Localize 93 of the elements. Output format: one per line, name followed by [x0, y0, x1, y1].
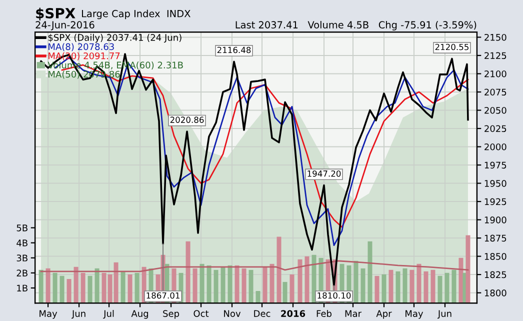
bar — [374, 276, 380, 304]
y-tick-label: 2050 — [484, 106, 506, 114]
y-tick-label: 1900 — [484, 216, 506, 224]
bar — [262, 266, 268, 304]
bar — [80, 272, 86, 304]
bar — [46, 268, 50, 304]
bar — [38, 270, 44, 304]
bar — [228, 265, 232, 304]
y2-tick-label: 2B — [16, 270, 28, 276]
x-tick-label: Sep — [163, 310, 180, 319]
bar — [424, 271, 428, 304]
x-tick-label: Jun — [72, 310, 86, 319]
annotation: 2120.55 — [435, 44, 468, 50]
y2-tick-label: 1B — [17, 284, 28, 292]
bar — [220, 266, 226, 304]
series-label: MA(8) 2078.63 — [48, 43, 114, 52]
bar — [290, 274, 294, 304]
y-tick-label: 1800 — [484, 290, 506, 296]
annotation: 1947.20 — [308, 170, 341, 177]
bar — [88, 276, 92, 304]
x-tick-label: Aug — [131, 310, 148, 319]
bar — [234, 265, 240, 304]
x-tick-label: Mar — [345, 310, 362, 317]
bar — [402, 268, 408, 304]
bar — [52, 272, 58, 304]
y2-tick-label: 3B — [16, 254, 28, 262]
y-tick-label: 1950 — [484, 180, 506, 187]
y-tick-label: 1850 — [484, 253, 506, 260]
bar — [242, 268, 246, 304]
x-tick-label: Feb — [316, 310, 332, 317]
bar — [444, 272, 450, 304]
bar — [214, 270, 218, 304]
x-tick-label: Jun — [437, 310, 452, 319]
y-tick-label: 2150 — [484, 34, 506, 41]
x-tick-label: 2016 — [281, 310, 306, 317]
bar — [128, 274, 132, 304]
text: Last 2037.41 Volume 4.5B Chg -75.91 (-3.59%) — [236, 20, 476, 30]
x-tick-label: Oct — [194, 310, 209, 317]
bar — [60, 276, 64, 304]
bar — [416, 264, 422, 304]
y-tick-label: 1925 — [484, 198, 506, 206]
bar — [410, 270, 414, 304]
chart-title: $SPX — [36, 8, 76, 20]
annotation: 2116.48 — [217, 46, 251, 54]
x-tick-label: Nov — [224, 310, 241, 317]
y2-tick-label: 4B — [16, 240, 28, 246]
y-tick-label: 1875 — [484, 234, 506, 242]
annotation: 1867.01 — [146, 292, 180, 299]
bar — [248, 270, 254, 304]
x-tick-label: Dec — [254, 310, 270, 317]
bar — [94, 268, 100, 304]
bar — [388, 270, 394, 304]
chart-subtitle: Large Cap Index INDX — [82, 10, 190, 20]
bar — [276, 236, 282, 304]
y-tick-label: 2000 — [484, 143, 506, 150]
bar — [354, 260, 358, 304]
bar — [382, 274, 386, 304]
x-tick-label: May — [406, 310, 424, 319]
y-tick-label: 2125 — [484, 52, 506, 60]
y-tick-label: 2075 — [484, 88, 506, 96]
bar — [396, 271, 400, 304]
bar — [206, 265, 212, 304]
bar — [466, 235, 470, 304]
y-tick-label: 2100 — [484, 70, 506, 78]
annotation: 2020.86 — [170, 116, 204, 123]
bar — [256, 290, 260, 304]
bar — [282, 282, 288, 304]
y-tick-label: 2025 — [484, 125, 506, 132]
y-tick-label: 1825 — [484, 271, 506, 278]
y2-tick-label: 5B — [16, 224, 28, 232]
x-tick-label: Jul — [103, 310, 114, 319]
bar — [438, 276, 442, 304]
annotation: 1810.10 — [318, 292, 351, 299]
bar — [134, 272, 140, 304]
bar — [368, 241, 372, 304]
bar — [304, 256, 310, 304]
bar — [360, 268, 366, 304]
bar — [120, 271, 126, 304]
x-tick-label: Apr — [376, 310, 392, 319]
bar — [74, 266, 78, 304]
bar — [66, 278, 72, 304]
text: $SPX (Daily) 2037.41 (24 Jun) — [48, 34, 182, 43]
bar — [298, 259, 302, 304]
bar — [186, 241, 190, 304]
bar — [430, 270, 436, 304]
line-series — [40, 260, 469, 272]
x-tick-label: May — [40, 310, 58, 319]
text: 24-Jun-2016 — [36, 21, 94, 30]
bar — [452, 270, 456, 304]
bar — [200, 264, 204, 304]
bar — [192, 268, 198, 304]
y-tick-label: 1975 — [484, 162, 506, 169]
bar — [270, 264, 274, 304]
